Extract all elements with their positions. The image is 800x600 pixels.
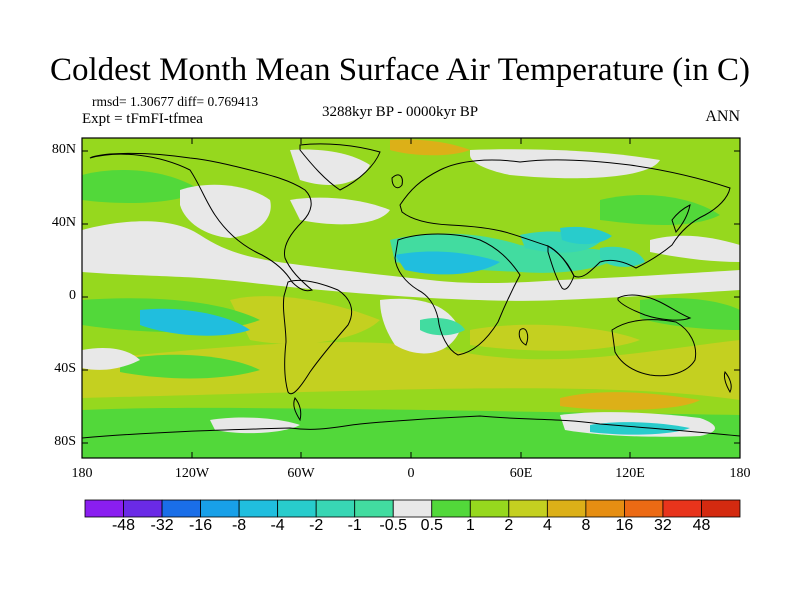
coastline-british-isles: [391, 174, 403, 189]
field-region-arctic-warm: [390, 139, 470, 156]
lon-label-60e: 60E: [509, 466, 533, 481]
season-label: ANN: [705, 108, 740, 125]
legend-swatch: [277, 499, 317, 518]
legend-swatch: [469, 499, 510, 518]
field-region-east-asia: [600, 195, 720, 225]
coastline-africa: [394, 233, 521, 356]
lat-label-80s: 80S: [54, 434, 76, 449]
legend-swatch: [200, 499, 240, 518]
field-region-neutral-western-pacific: [650, 235, 740, 262]
legend-label: -0.5: [379, 517, 407, 534]
color-legend: [84, 499, 741, 518]
experiment-label: Expt = tFmFI-tfmea: [82, 111, 203, 127]
legend-swatch: [392, 499, 433, 518]
field-region-cool-north-india: [560, 226, 612, 245]
field-region-neutral-north-pacific: [82, 221, 740, 301]
lon-label-0: 0: [407, 466, 415, 481]
field-region-southern-ocean: [82, 340, 740, 400]
lat-label-40n: 40N: [51, 215, 76, 230]
legend-label: 8: [581, 517, 591, 534]
legend-swatch: [84, 499, 124, 518]
lat-label-40s: 40S: [54, 361, 76, 376]
axis-ticks: [82, 138, 740, 458]
legend-label: 2: [504, 517, 514, 534]
legend-swatch: [354, 499, 394, 518]
lon-label-180w: 180: [71, 466, 93, 481]
legend-label: -8: [231, 517, 247, 534]
legend-swatch: [546, 499, 587, 518]
coastline-greenland: [299, 143, 381, 191]
lat-label-80n: 80N: [51, 142, 76, 157]
legend-swatch: [238, 499, 279, 518]
coastline-australia: [611, 319, 697, 377]
field-region-cool-western-pacific: [600, 246, 645, 267]
legend-swatch: [123, 499, 163, 518]
legend-swatch: [585, 499, 625, 518]
legend-label: -16: [189, 517, 213, 534]
temperature-field: [82, 138, 740, 458]
coastline-japan: [671, 204, 691, 233]
legend-swatch: [508, 499, 548, 518]
field-region-central-pacific: [640, 298, 740, 330]
legend-label: 4: [542, 517, 552, 534]
coastlines: [82, 143, 740, 439]
legend-label: 48: [692, 517, 711, 534]
coastline-madagascar: [518, 328, 529, 346]
field-region-cool-north-africa: [395, 251, 500, 275]
legend-swatch: [701, 499, 741, 518]
legend-label: 1: [465, 517, 475, 534]
legend-label: -1: [347, 517, 362, 534]
field-region-cool-east-pacific: [140, 308, 250, 336]
coastline-south-america: [282, 279, 353, 395]
legend-swatch: [624, 499, 664, 518]
field-region-neutral-siberia: [470, 149, 660, 179]
lon-label-180e: 180: [729, 466, 751, 481]
field-region-neutral-southern-ocean: [82, 348, 140, 370]
coastline-antarctic-peninsula: [293, 397, 302, 422]
field-region-indian-ocean-warm: [470, 324, 640, 351]
legend-swatch: [161, 499, 201, 518]
lon-label-120e: 120E: [615, 466, 645, 481]
legend-swatch: [431, 499, 471, 518]
field-region-antarctic-warm: [560, 392, 700, 410]
lon-label-120w: 120W: [174, 466, 210, 481]
coastline-india: [547, 245, 575, 290]
coastline-north-america: [89, 152, 314, 292]
coastline-new-zealand: [723, 370, 732, 394]
legend-label: -48: [111, 517, 136, 534]
legend-label: -2: [309, 517, 324, 534]
field-region-neutral-greenland: [290, 149, 370, 185]
map-title: Coldest Month Mean Surface Air Temperatu…: [50, 52, 750, 88]
legend-label: 16: [615, 517, 634, 534]
coastline-southeast-asia-islands: [617, 294, 692, 321]
lon-label-60w: 60W: [287, 466, 315, 481]
period-label: 3288kyr BP - 0000kyr BP: [321, 104, 479, 120]
coastline-antarctica: [82, 415, 740, 439]
legend-label: 0.5: [420, 517, 443, 534]
field-region-neutral-north-atlantic: [290, 197, 390, 225]
legend-swatch: [662, 499, 702, 518]
coastline-eurasia: [399, 159, 731, 278]
legend-swatch: [315, 499, 356, 518]
legend-label: -32: [150, 517, 174, 534]
field-region-neutral-north-america: [180, 184, 271, 238]
legend-label: -4: [270, 517, 285, 534]
field-region-neutral-ross-sea: [210, 417, 300, 434]
lat-label-0: 0: [69, 288, 76, 303]
legend-label: 32: [653, 517, 672, 534]
field-region-north-pacific: [82, 170, 200, 203]
field-region-cool-mid-atlantic: [420, 318, 465, 336]
field-region-subtropical-pacific: [120, 354, 260, 379]
rmsd-stat: rmsd= 1.30677 diff= 0.769413: [92, 94, 259, 109]
